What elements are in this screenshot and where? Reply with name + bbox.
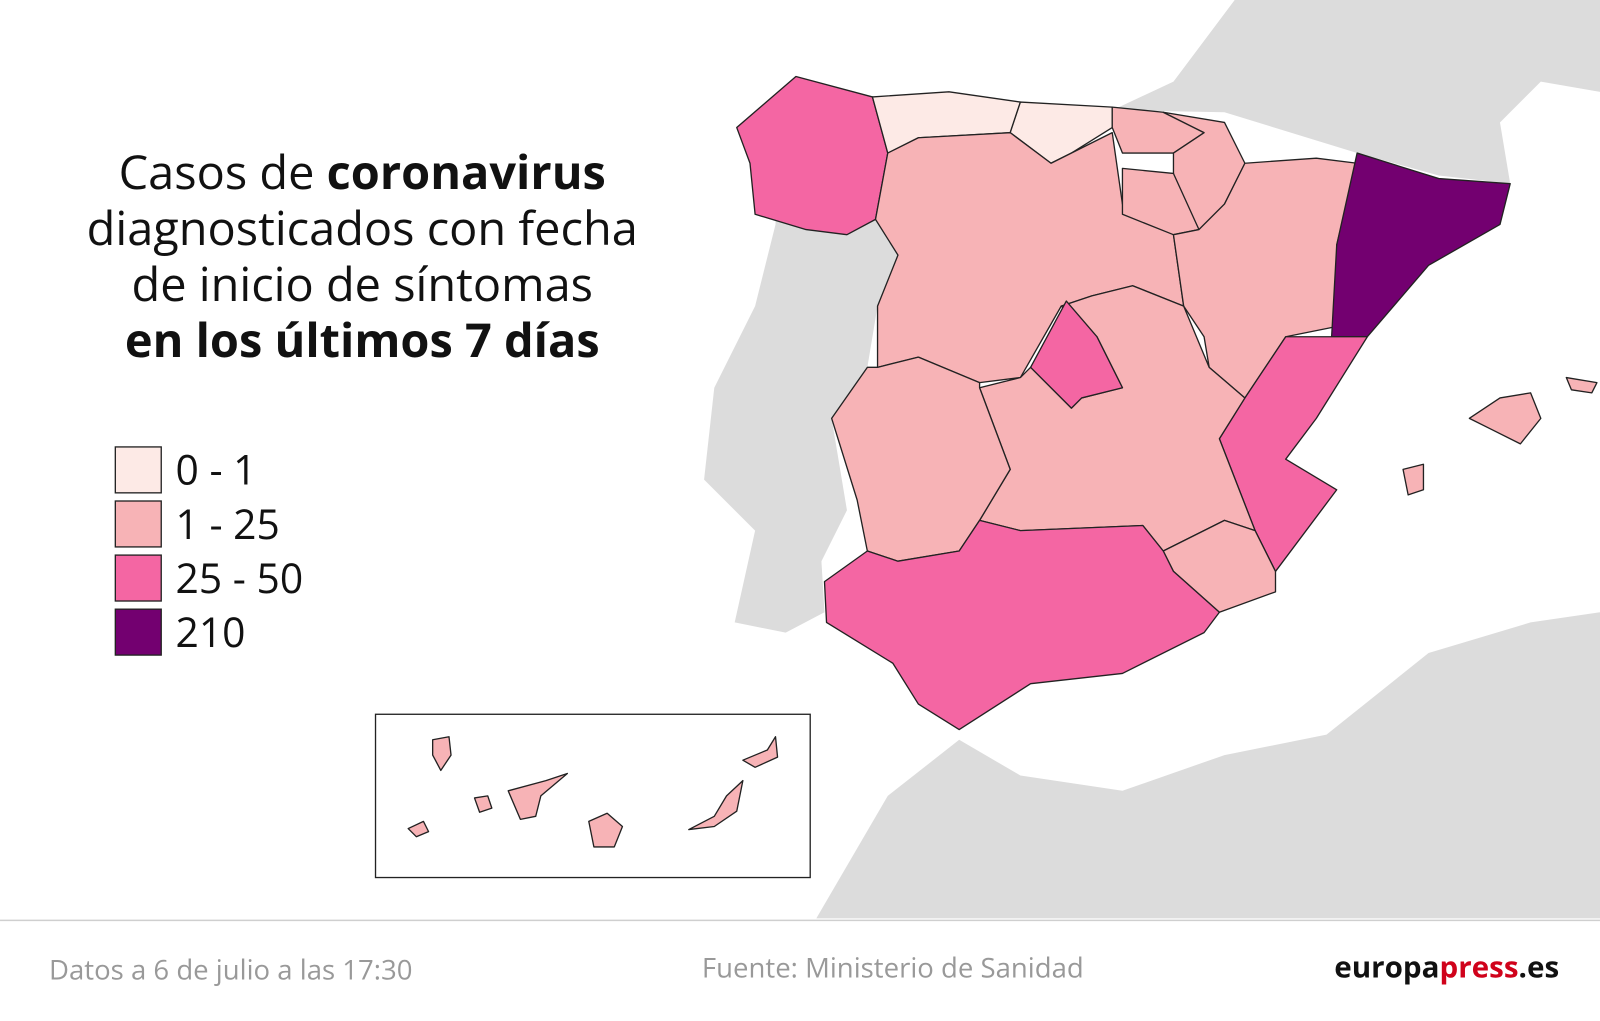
title-segment: diagnosticados con fecha <box>87 195 638 259</box>
la-gomera <box>473 795 493 813</box>
lanzarote <box>742 736 779 768</box>
ibiza <box>1402 463 1425 496</box>
portugal <box>704 142 898 633</box>
legend-label: 25 - 50 <box>176 549 304 605</box>
legend-label: 1 - 25 <box>176 495 280 551</box>
logo: europapress.es <box>1334 946 1559 987</box>
galicia <box>736 75 889 236</box>
title: Casos de coronavirus diagnosticados con f… <box>87 139 638 371</box>
mallorca <box>1468 392 1542 445</box>
cataluna <box>1330 152 1511 338</box>
legend-label: 0 - 1 <box>176 441 257 497</box>
title-segment: de inicio de síntomas <box>132 251 594 315</box>
footer-source: Fuente: Ministerio de Sanidad <box>702 950 1084 987</box>
surrounding-land <box>704 0 1600 919</box>
legend-swatch <box>114 608 162 656</box>
france <box>1112 0 1600 184</box>
africa <box>816 612 1600 919</box>
legend-label: 210 <box>176 603 246 659</box>
gran-canaria <box>588 812 624 848</box>
title-segment: Casos de <box>119 139 315 203</box>
el-hierro <box>407 820 430 838</box>
regions <box>374 75 1598 879</box>
title-segment: en los últimos 7 días <box>125 307 600 371</box>
logo-part: .es <box>1519 946 1560 987</box>
footer-date: Datos a 6 de julio a las 17:30 <box>49 952 413 989</box>
title-segment: coronavirus <box>327 139 606 203</box>
legend-swatch <box>114 446 162 494</box>
legend-swatch <box>114 554 162 602</box>
fuerteventura <box>688 779 744 831</box>
tenerife <box>507 772 569 821</box>
logo-part: press <box>1440 946 1519 987</box>
madrid <box>1029 300 1124 409</box>
logo-part: europa <box>1334 946 1439 987</box>
legend-swatch <box>114 500 162 548</box>
la-palma <box>431 736 452 772</box>
menorca <box>1565 376 1598 394</box>
andalucia <box>823 519 1221 731</box>
